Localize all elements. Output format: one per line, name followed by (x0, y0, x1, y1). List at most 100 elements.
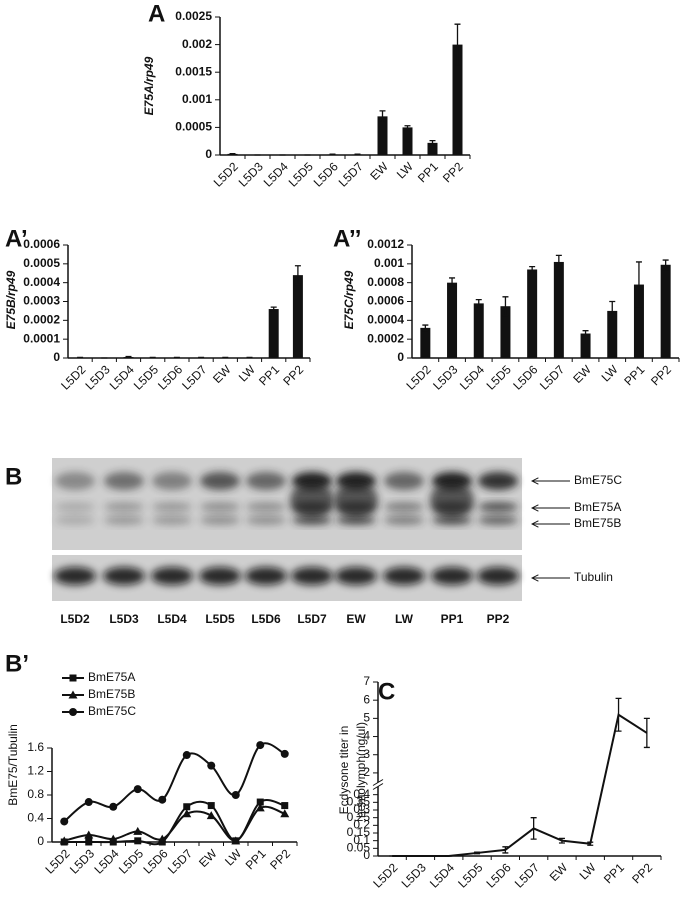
blot-band (200, 502, 240, 512)
blot-band (200, 472, 240, 490)
x-tick-label: L5D6 (311, 159, 341, 189)
blot-band (290, 482, 334, 518)
y-tick-label: 0.0005 (23, 256, 60, 270)
lane-label: L5D3 (109, 612, 139, 626)
x-tick-label: L5D3 (82, 362, 112, 392)
blot-band (292, 515, 332, 525)
marker (207, 761, 216, 770)
blot-band (431, 567, 473, 585)
blot-band (335, 567, 377, 585)
x-tick-label: L5D3 (399, 860, 429, 890)
blot-band (384, 515, 424, 525)
lane-label: L5D7 (297, 612, 327, 626)
x-tick-label: LW (222, 846, 244, 868)
bar (452, 44, 463, 155)
error-bar (530, 817, 537, 840)
x-tick-label: L5D2 (370, 860, 400, 890)
bar (473, 303, 484, 358)
x-tick-label: L5D6 (484, 860, 514, 890)
x-tick-label: PP2 (648, 362, 674, 388)
lane-label: PP1 (441, 612, 464, 626)
x-tick-label: L5D7 (179, 362, 209, 392)
axis-break-mark (372, 783, 384, 790)
x-tick-label: EW (547, 860, 571, 884)
y-tick-label: 0 (397, 350, 404, 364)
y-tick-label: 0.25 (347, 810, 371, 824)
error-bar (294, 265, 301, 286)
x-tick-label: L5D2 (404, 362, 434, 392)
y-axis-label: Ecdysone titer in (337, 726, 351, 815)
y-tick-label: 0.35 (347, 795, 371, 809)
bar (377, 116, 388, 155)
bar (607, 310, 618, 358)
marker (280, 809, 290, 818)
y-tick-label: 0.3 (353, 802, 370, 816)
x-tick-label: L5D7 (512, 860, 542, 890)
y-tick-label: 0.0002 (367, 331, 404, 345)
bar (660, 264, 671, 358)
blot-band (432, 515, 472, 525)
error-bar (555, 254, 562, 270)
band-label: BmE75B (574, 516, 621, 530)
error-bar (529, 266, 536, 273)
lane-label: L5D4 (157, 612, 187, 626)
x-tick-label: L5D2 (42, 846, 72, 876)
x-tick-label: L5D4 (457, 362, 487, 392)
marker (231, 836, 241, 845)
marker (255, 803, 265, 812)
y-tick-label: 4 (363, 729, 370, 743)
bar (580, 333, 591, 358)
error-bar (609, 300, 616, 321)
x-tick-label: EW (570, 362, 594, 386)
x-tick-label: L5D7 (165, 846, 195, 876)
y-tick-label: 5 (363, 711, 370, 725)
marker (158, 795, 167, 804)
blot-band (55, 502, 95, 512)
blot-band (104, 515, 144, 525)
y-tick-label: 0.4 (353, 787, 370, 801)
error-bar (429, 139, 436, 146)
blot-band (104, 472, 144, 490)
band-label: BmE75A (574, 500, 621, 514)
x-tick-label: L5D5 (455, 860, 485, 890)
panel-label: A’ (5, 225, 28, 252)
x-tick-label: LW (394, 159, 416, 181)
bar (527, 269, 538, 358)
y-tick-label: 0.0003 (23, 294, 60, 308)
y-tick-label: 0.0008 (367, 275, 404, 289)
marker (133, 826, 143, 835)
x-tick-label: L5D3 (236, 159, 266, 189)
error-bar (125, 355, 132, 359)
marker (60, 817, 69, 826)
bar (633, 284, 644, 358)
blot-band (478, 472, 518, 490)
y-tick-label: 0.0025 (175, 9, 212, 23)
x-tick-label: L5D5 (131, 362, 161, 392)
marker (134, 837, 142, 845)
marker (182, 751, 191, 760)
x-tick-label: L5D6 (510, 362, 540, 392)
marker (84, 830, 94, 839)
y-axis-label: hemolymph(ng/ul) (354, 722, 368, 818)
y-tick-label: 2 (363, 765, 370, 779)
band-label: Tubulin (574, 570, 613, 584)
x-tick-label: PP1 (621, 362, 647, 388)
x-tick-label: L5D4 (427, 860, 457, 890)
blot-band (55, 515, 95, 525)
lane-label: L5D6 (251, 612, 281, 626)
blot-band (103, 567, 145, 585)
x-tick-label: L5D7 (336, 159, 366, 189)
lane-label: L5D5 (205, 612, 235, 626)
band-label: BmE75C (574, 473, 622, 487)
y-axis-label: BmE75/Tubulin (6, 724, 20, 806)
legend-label: BmE75B (88, 687, 135, 701)
blot-band (478, 502, 518, 512)
blot-band (152, 502, 192, 512)
legend-marker (69, 674, 77, 682)
error-bar (270, 306, 277, 312)
error-bar (449, 277, 456, 289)
marker (281, 802, 289, 810)
x-tick-label: EW (210, 362, 234, 386)
legend-label: BmE75C (88, 704, 136, 718)
